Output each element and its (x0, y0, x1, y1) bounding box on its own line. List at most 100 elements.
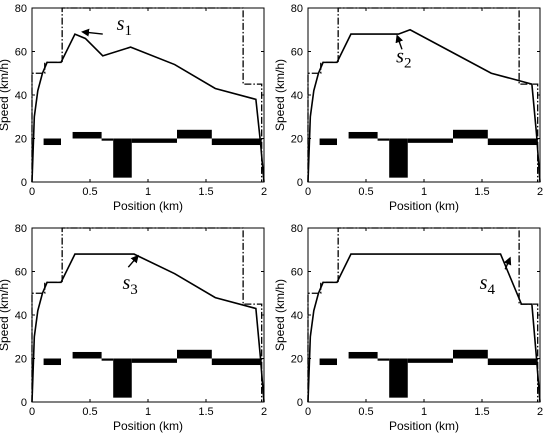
gradient-bar-1 (43, 138, 61, 146)
x-axis-label: Position (km) (113, 419, 183, 433)
annotation-label: s2 (396, 45, 411, 71)
x-tick-label: 2 (261, 406, 267, 418)
x-axis-label: Position (km) (389, 199, 459, 213)
gradient-bar-4 (389, 358, 408, 398)
speed-curve-line (307, 253, 541, 403)
speed-limit-line (31, 7, 263, 182)
gradient-bar-7 (487, 138, 538, 146)
x-tick-label: 1.5 (474, 186, 489, 198)
annotation-subscript: 2 (404, 55, 412, 71)
gradient-bar-2 (348, 351, 378, 359)
axes-box (307, 7, 541, 183)
annotation-arrow (503, 256, 512, 270)
annotation-arrow (81, 28, 103, 37)
x-tick-label: 2 (537, 406, 543, 418)
x-tick-label: 0 (29, 186, 35, 198)
y-tick-label: 60 (291, 267, 303, 279)
x-tick-label: 1.5 (198, 406, 213, 418)
speed-limit-line (307, 7, 539, 182)
y-tick-label: 80 (291, 3, 303, 15)
x-tick-label: 1 (421, 186, 427, 198)
y-tick-label: 20 (15, 354, 27, 366)
speed-limit-line (307, 227, 539, 402)
y-tick-label: 0 (297, 397, 303, 409)
annotation-label: s4 (480, 272, 496, 298)
gradient-bar-3 (101, 138, 114, 141)
x-tick-label: 0 (305, 186, 311, 198)
speed-curve-line (31, 253, 265, 403)
gradient-bar-5 (407, 358, 453, 363)
y-axis-label: Speed (km/h) (0, 59, 11, 131)
annotation-subscript: 3 (130, 282, 138, 298)
annotation-arrow (395, 34, 404, 50)
x-axis-label: Position (km) (113, 199, 183, 213)
y-tick-label: 60 (15, 47, 27, 59)
y-tick-label: 80 (15, 3, 27, 15)
annotation-symbol: s (396, 45, 404, 67)
y-tick-label: 80 (15, 223, 27, 235)
gradient-bar-5 (131, 358, 177, 363)
y-tick-label: 20 (291, 134, 303, 146)
speed-limit-line (31, 227, 263, 402)
annotation-subscript: 4 (487, 282, 495, 298)
annotation-label: s1 (117, 13, 132, 39)
gradient-bar-4 (389, 138, 408, 178)
gradient-bar-4 (113, 358, 132, 398)
x-tick-label: 0.5 (82, 186, 97, 198)
gradient-bar-7 (211, 138, 262, 146)
gradient-bar-6 (453, 349, 488, 359)
gradient-bar-2 (348, 131, 378, 139)
y-axis-label: Speed (km/h) (273, 59, 287, 131)
y-tick-label: 20 (291, 354, 303, 366)
gradient-bar-6 (177, 349, 212, 359)
y-axis-label: Speed (km/h) (273, 279, 287, 351)
x-tick-label: 1 (145, 186, 151, 198)
x-tick-label: 0 (29, 406, 35, 418)
gradient-bar-7 (487, 358, 538, 366)
gradient-bar-5 (131, 138, 177, 143)
gradient-bar-1 (319, 358, 337, 366)
x-tick-label: 0.5 (358, 186, 373, 198)
gradient-bar-1 (43, 358, 61, 366)
y-tick-label: 0 (21, 177, 27, 189)
y-tick-label: 80 (291, 223, 303, 235)
y-tick-label: 20 (15, 134, 27, 146)
gradient-bar-3 (377, 358, 390, 361)
y-tick-label: 40 (15, 90, 27, 102)
x-tick-label: 1.5 (474, 406, 489, 418)
gradient-bar-1 (319, 138, 337, 146)
gradient-bar-2 (72, 351, 102, 359)
speed-curve-line (307, 28, 541, 183)
y-axis-label: Speed (km/h) (0, 279, 11, 351)
x-tick-label: 1 (145, 406, 151, 418)
x-axis-label: Position (km) (389, 419, 459, 433)
x-tick-label: 1.5 (198, 186, 213, 198)
y-tick-label: 40 (291, 310, 303, 322)
speed-curve-line (31, 33, 265, 183)
gradient-bar-7 (211, 358, 262, 366)
axes-box (31, 227, 265, 403)
annotation-subscript: 1 (124, 23, 131, 39)
x-tick-label: 0.5 (358, 406, 373, 418)
axes-box (31, 7, 265, 183)
y-tick-label: 60 (15, 267, 27, 279)
gradient-bar-6 (453, 129, 488, 139)
annotation-symbol: s (117, 13, 125, 35)
gradient-bar-2 (72, 131, 102, 139)
y-tick-label: 0 (297, 177, 303, 189)
x-tick-label: 0.5 (82, 406, 97, 418)
gradient-bar-3 (101, 358, 114, 361)
gradient-bar-4 (113, 138, 132, 178)
x-tick-label: 2 (261, 186, 267, 198)
x-tick-label: 1 (421, 406, 427, 418)
y-tick-label: 60 (291, 47, 303, 59)
y-tick-label: 40 (15, 310, 27, 322)
gradient-bar-6 (177, 129, 212, 139)
annotation-label: s3 (122, 272, 137, 298)
annotation-symbol: s (122, 272, 130, 294)
